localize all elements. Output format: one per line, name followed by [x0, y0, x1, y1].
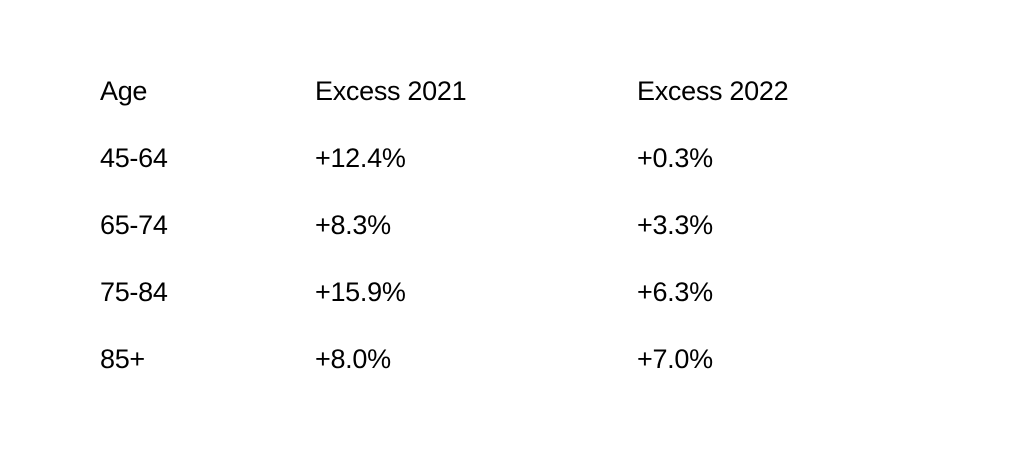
- table-cell: +15.9%: [315, 277, 406, 307]
- table-cell: +3.3%: [637, 210, 713, 240]
- header-cell: Age: [100, 76, 148, 106]
- table-cell: +6.3%: [637, 277, 713, 307]
- table-cell: +7.0%: [637, 344, 713, 374]
- table-cell: +0.3%: [637, 143, 713, 173]
- table-cell: 85+: [100, 344, 145, 374]
- table-cell: 75-84: [100, 277, 168, 307]
- table-cell: +8.3%: [315, 210, 391, 240]
- table-cell: 45-64: [100, 143, 168, 173]
- header-cell: Excess 2022: [637, 76, 789, 106]
- table-cell: +8.0%: [315, 344, 391, 374]
- table-cell: 65-74: [100, 210, 168, 240]
- header-cell: Excess 2021: [315, 76, 467, 106]
- table-cell: +12.4%: [315, 143, 406, 173]
